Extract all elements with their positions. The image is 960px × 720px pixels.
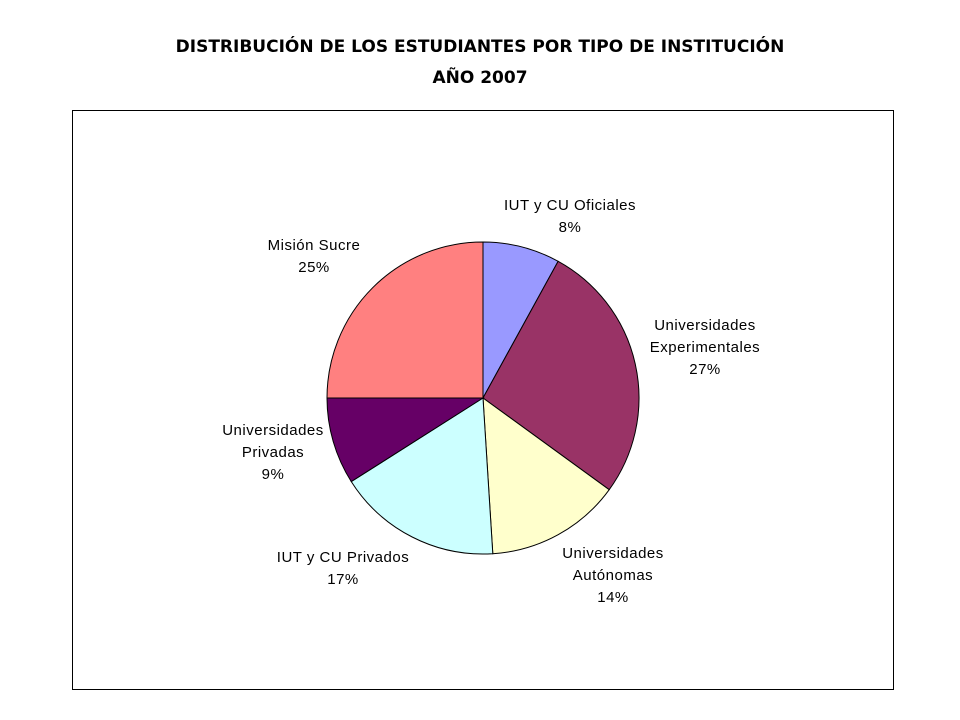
slice-percent: 8% bbox=[559, 219, 582, 236]
slice-label: IUT y CU Privados 17% bbox=[277, 549, 409, 588]
slice-label-line: Universidades bbox=[654, 317, 756, 334]
pie-labels: IUT y CU Oficiales 8% Universidades Experim… bbox=[222, 197, 760, 606]
slice-label-line: IUT y CU Oficiales bbox=[504, 197, 636, 214]
slice-label-line: Universidades bbox=[562, 545, 664, 562]
slice-percent: 25% bbox=[298, 259, 330, 276]
chart-title: DISTRIBUCIÓN DE LOS ESTUDIANTES POR TIPO… bbox=[0, 32, 960, 94]
slice-percent: 14% bbox=[597, 589, 629, 606]
pie-slice bbox=[350, 397, 494, 555]
pie-slice bbox=[326, 397, 485, 483]
pie-slice bbox=[326, 241, 484, 399]
slice-label: Misión Sucre 25% bbox=[268, 237, 361, 276]
slice-label: Universidades Experimentales 27% bbox=[650, 317, 760, 378]
pie-slice bbox=[482, 396, 610, 555]
slice-label-line: Privadas bbox=[242, 444, 304, 461]
slice-label-line: Misión Sucre bbox=[268, 237, 361, 254]
slice-percent: 9% bbox=[262, 466, 285, 483]
slice-label-line: Autónomas bbox=[573, 567, 653, 584]
slice-percent: 27% bbox=[689, 361, 721, 378]
pie-slice bbox=[482, 260, 640, 491]
slice-label: Universidades Privadas 9% bbox=[222, 422, 324, 483]
slice-label-line: IUT y CU Privados bbox=[277, 549, 409, 566]
slice-label-line: Experimentales bbox=[650, 339, 760, 356]
slice-percent: 17% bbox=[327, 571, 359, 588]
slice-label-line: Universidades bbox=[222, 422, 324, 439]
slice-label: Universidades Autónomas 14% bbox=[562, 545, 664, 606]
slice-label: IUT y CU Oficiales 8% bbox=[504, 197, 636, 236]
pie-slices bbox=[326, 241, 640, 555]
chart-subtitle: AÑO 2007 bbox=[432, 68, 528, 88]
chart-title-line: DISTRIBUCIÓN DE LOS ESTUDIANTES POR TIPO… bbox=[175, 37, 785, 57]
